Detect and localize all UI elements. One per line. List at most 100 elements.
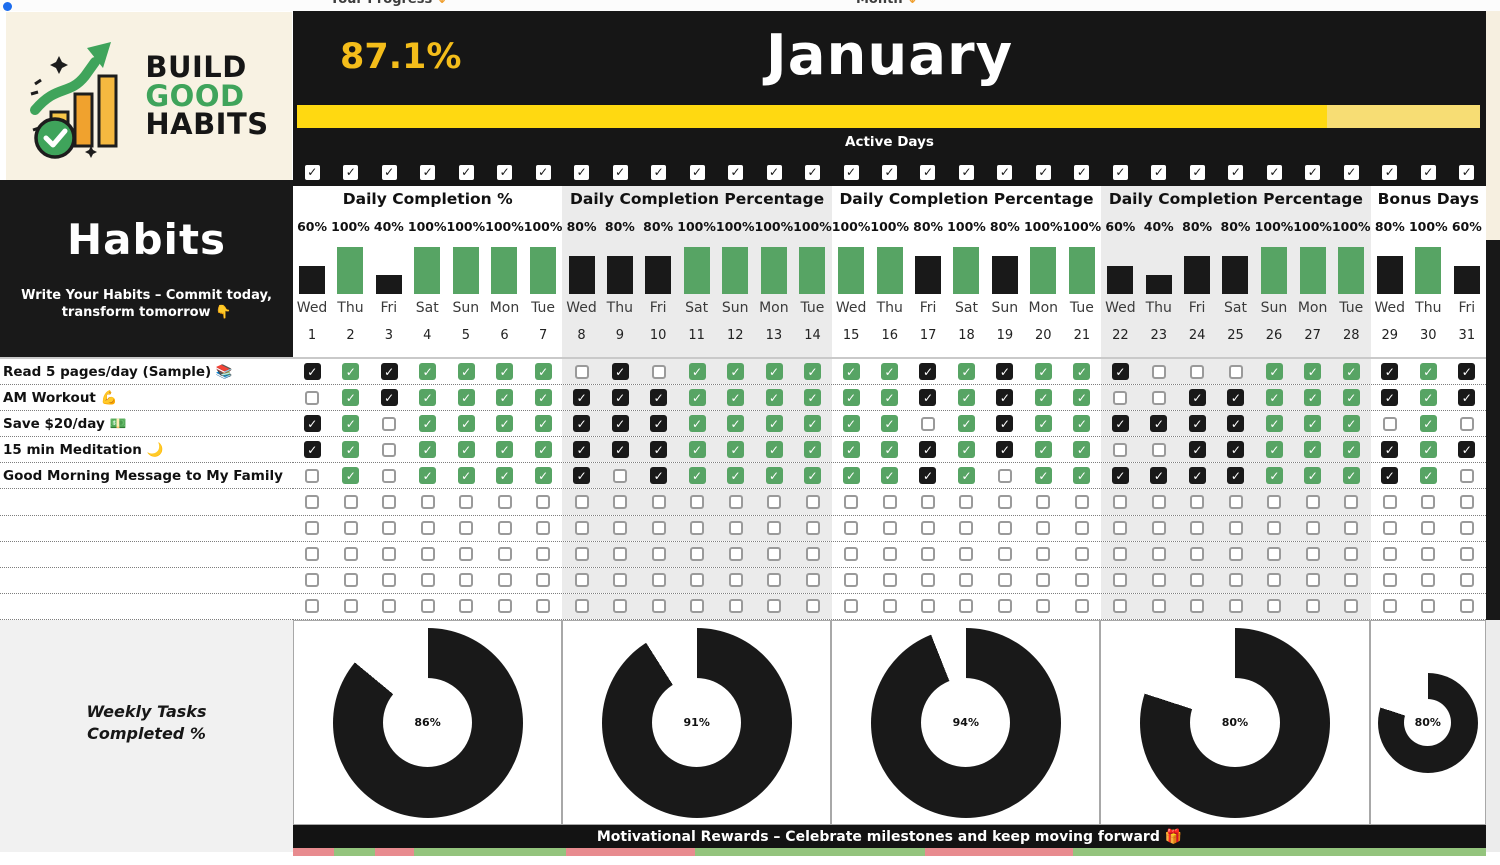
habit-checkbox[interactable]: [1190, 521, 1205, 536]
active-day-checkbox[interactable]: ✓: [1305, 164, 1321, 180]
habit-name-cell[interactable]: AM Workout 💪: [0, 385, 293, 412]
habit-checkbox[interactable]: [613, 547, 628, 562]
habit-checkbox[interactable]: [536, 573, 551, 588]
active-day-checkbox[interactable]: ✓: [1343, 164, 1359, 180]
habit-checkbox[interactable]: [613, 495, 628, 510]
habit-checkbox[interactable]: [1421, 573, 1436, 588]
habit-checkbox[interactable]: ✓: [688, 415, 706, 433]
habit-checkbox[interactable]: [382, 416, 397, 431]
habit-checkbox[interactable]: ✓: [342, 467, 360, 485]
habit-checkbox[interactable]: ✓: [1381, 467, 1399, 485]
habit-checkbox[interactable]: [382, 547, 397, 562]
habit-checkbox[interactable]: [1267, 521, 1282, 536]
habit-checkbox[interactable]: ✓: [957, 467, 975, 485]
habit-checkbox[interactable]: [1113, 521, 1128, 536]
habit-checkbox[interactable]: [1036, 547, 1051, 562]
habit-checkbox[interactable]: [1421, 547, 1436, 562]
habit-checkbox[interactable]: ✓: [804, 441, 822, 459]
habit-checkbox[interactable]: ✓: [573, 441, 591, 459]
habit-checkbox[interactable]: [1267, 495, 1282, 510]
habit-checkbox[interactable]: [844, 599, 859, 614]
habit-checkbox[interactable]: [1151, 521, 1166, 536]
habit-checkbox[interactable]: [1190, 495, 1205, 510]
habit-checkbox[interactable]: ✓: [650, 389, 668, 407]
habit-checkbox[interactable]: ✓: [380, 363, 398, 381]
habit-checkbox[interactable]: [805, 547, 820, 562]
habit-checkbox[interactable]: [1151, 390, 1166, 405]
habit-checkbox[interactable]: [805, 599, 820, 614]
habit-checkbox[interactable]: ✓: [842, 389, 860, 407]
active-day-checkbox[interactable]: ✓: [1189, 164, 1205, 180]
habit-checkbox[interactable]: [1459, 468, 1474, 483]
habit-checkbox[interactable]: [651, 547, 666, 562]
habit-checkbox[interactable]: [613, 599, 628, 614]
habit-checkbox[interactable]: [343, 547, 358, 562]
habit-checkbox[interactable]: ✓: [342, 363, 360, 381]
habit-checkbox[interactable]: [1305, 573, 1320, 588]
habit-checkbox[interactable]: ✓: [1227, 467, 1245, 485]
habit-checkbox[interactable]: [343, 573, 358, 588]
habit-checkbox[interactable]: [997, 599, 1012, 614]
habit-checkbox[interactable]: [1113, 442, 1128, 457]
active-day-checkbox[interactable]: ✓: [958, 164, 974, 180]
habit-checkbox[interactable]: ✓: [1265, 467, 1283, 485]
habit-checkbox[interactable]: [1344, 599, 1359, 614]
habit-checkbox[interactable]: [1228, 573, 1243, 588]
habit-checkbox[interactable]: ✓: [419, 415, 437, 433]
habit-checkbox[interactable]: [920, 599, 935, 614]
habit-checkbox[interactable]: ✓: [919, 441, 937, 459]
habit-checkbox[interactable]: ✓: [688, 389, 706, 407]
habit-checkbox[interactable]: [1344, 521, 1359, 536]
habit-checkbox[interactable]: ✓: [765, 441, 783, 459]
habit-checkbox[interactable]: ✓: [611, 441, 629, 459]
habit-checkbox[interactable]: ✓: [1188, 441, 1206, 459]
habit-checkbox[interactable]: ✓: [534, 363, 552, 381]
habit-checkbox[interactable]: [497, 547, 512, 562]
habit-checkbox[interactable]: [728, 521, 743, 536]
habit-name-cell[interactable]: [0, 594, 293, 620]
active-day-checkbox[interactable]: ✓: [343, 164, 359, 180]
active-day-checkbox[interactable]: ✓: [920, 164, 936, 180]
habit-checkbox[interactable]: [343, 495, 358, 510]
habit-checkbox[interactable]: [882, 547, 897, 562]
habit-checkbox[interactable]: ✓: [804, 363, 822, 381]
habit-checkbox[interactable]: ✓: [727, 467, 745, 485]
habit-checkbox[interactable]: [382, 599, 397, 614]
habit-checkbox[interactable]: ✓: [688, 363, 706, 381]
habit-checkbox[interactable]: [1113, 390, 1128, 405]
habit-checkbox[interactable]: ✓: [573, 415, 591, 433]
habit-checkbox[interactable]: [844, 495, 859, 510]
habit-checkbox[interactable]: ✓: [496, 441, 514, 459]
habit-checkbox[interactable]: [459, 547, 474, 562]
habit-checkbox[interactable]: [690, 599, 705, 614]
habit-checkbox[interactable]: [497, 495, 512, 510]
habit-checkbox[interactable]: [382, 573, 397, 588]
habit-checkbox[interactable]: ✓: [957, 441, 975, 459]
habit-checkbox[interactable]: ✓: [842, 467, 860, 485]
habit-name-cell[interactable]: [0, 542, 293, 568]
habit-checkbox[interactable]: ✓: [1188, 389, 1206, 407]
habit-checkbox[interactable]: [1036, 573, 1051, 588]
habit-checkbox[interactable]: [882, 599, 897, 614]
habit-checkbox[interactable]: [420, 521, 435, 536]
habit-checkbox[interactable]: ✓: [765, 415, 783, 433]
habit-checkbox[interactable]: [420, 547, 435, 562]
habit-checkbox[interactable]: [767, 599, 782, 614]
habit-checkbox[interactable]: ✓: [1034, 467, 1052, 485]
habit-checkbox[interactable]: [997, 573, 1012, 588]
habit-checkbox[interactable]: ✓: [1419, 441, 1437, 459]
habit-checkbox[interactable]: ✓: [1304, 467, 1322, 485]
habit-checkbox[interactable]: ✓: [534, 467, 552, 485]
habit-name-cell[interactable]: Save $20/day 💵: [0, 411, 293, 438]
habit-checkbox[interactable]: [1305, 521, 1320, 536]
active-day-checkbox[interactable]: ✓: [805, 164, 821, 180]
habit-checkbox[interactable]: ✓: [1342, 415, 1360, 433]
habit-checkbox[interactable]: [1151, 573, 1166, 588]
habit-checkbox[interactable]: ✓: [1342, 467, 1360, 485]
active-day-checkbox[interactable]: ✓: [1420, 164, 1436, 180]
habit-checkbox[interactable]: [1190, 599, 1205, 614]
habit-checkbox[interactable]: ✓: [419, 389, 437, 407]
habit-checkbox[interactable]: ✓: [342, 389, 360, 407]
habit-checkbox[interactable]: [1382, 521, 1397, 536]
habit-checkbox[interactable]: [997, 521, 1012, 536]
